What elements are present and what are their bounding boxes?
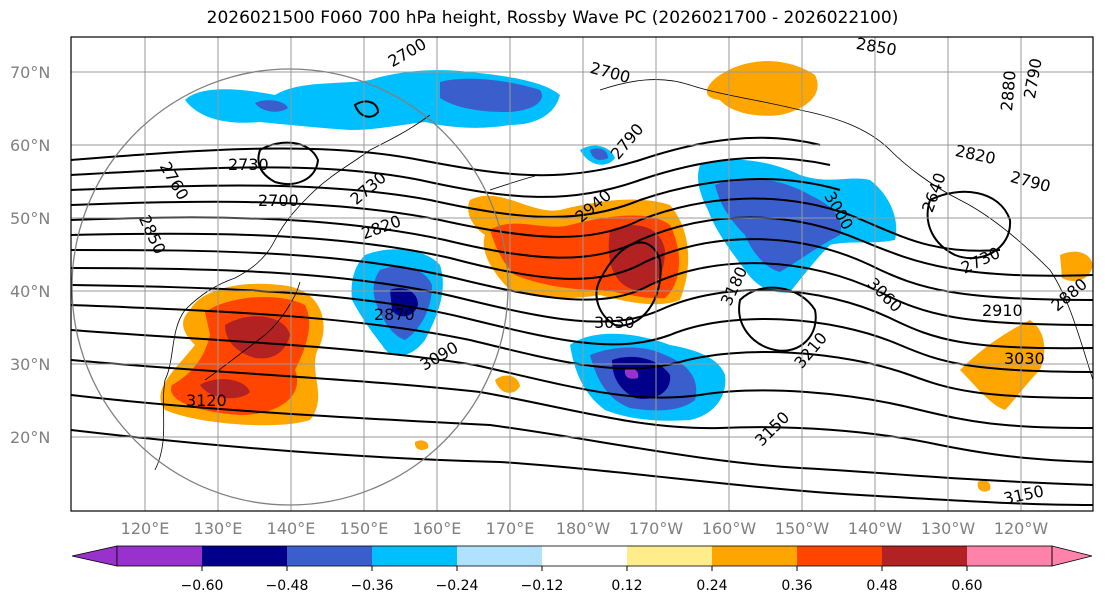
contour-label: 3030 (1004, 349, 1045, 368)
lon-label: 150°E (340, 519, 389, 538)
contour-label: 2790 (1008, 167, 1052, 196)
colorbar-tick: −0.12 (521, 578, 564, 594)
longitude-labels: 120°E 130°E 140°E 150°E 160°E 170°E 180°… (121, 519, 1049, 538)
contour-label: 2790 (607, 120, 648, 163)
colorbar-tick: 0.12 (611, 578, 642, 594)
lon-label: 120°W (994, 519, 1049, 538)
colorbar-tick-labels: −0.60 −0.48 −0.36 −0.24 −0.12 0.12 0.24 … (181, 566, 983, 594)
lon-label: 170°E (486, 519, 535, 538)
contour-label: 2820 (359, 211, 404, 243)
contour-label: 3120 (186, 391, 227, 410)
latitude-labels: 70°N 60°N 50°N 40°N 30°N 20°N (10, 63, 50, 447)
contour-label: 2850 (855, 34, 898, 60)
contour-label: 2640 (918, 170, 950, 215)
contour-label: 3180 (717, 264, 751, 309)
lat-label: 20°N (10, 428, 50, 447)
colorbar-tick: −0.24 (436, 578, 479, 594)
colorbar-cell (457, 546, 542, 566)
contour-label: 2790 (1020, 57, 1046, 100)
colorbar: −0.60 −0.48 −0.36 −0.24 −0.12 0.12 0.24 … (71, 545, 1093, 594)
contour-label: 2700 (588, 58, 632, 87)
contour-label: 2700 (385, 34, 430, 71)
colorbar-cell (542, 546, 627, 566)
colorbar-cell (627, 546, 712, 566)
colorbar-cell (117, 546, 202, 566)
contour-label: 3150 (751, 408, 793, 450)
lat-label: 30°N (10, 355, 50, 374)
lat-label: 70°N (10, 63, 50, 82)
contour-label: 3030 (594, 313, 635, 332)
lon-label: 170°W (629, 519, 684, 538)
colorbar-cell (287, 546, 372, 566)
contour-label: 3090 (417, 338, 462, 375)
lon-label: 140°W (848, 519, 903, 538)
lon-label: 160°W (702, 519, 757, 538)
lat-label: 60°N (10, 136, 50, 155)
lon-label: 140°E (267, 519, 316, 538)
contour-label: 2730 (228, 155, 269, 174)
lon-label: 130°E (194, 519, 243, 538)
lon-label: 120°E (121, 519, 170, 538)
colorbar-cell (372, 546, 457, 566)
colorbar-max-arrow (1051, 545, 1093, 567)
lat-label: 40°N (10, 282, 50, 301)
colorbar-tick: −0.60 (181, 578, 224, 594)
lat-label: 50°N (10, 209, 50, 228)
colorbar-tick: −0.36 (351, 578, 394, 594)
graticule (71, 37, 1093, 511)
lon-label: 130°W (921, 519, 976, 538)
map-title: 2026021500 F060 700 hPa height, Rossby W… (206, 8, 899, 28)
contour-label: 3210 (790, 329, 831, 372)
colorbar-frame (116, 545, 1053, 567)
colorbar-cell (712, 546, 797, 566)
colorbar-cell (797, 546, 882, 566)
map-plot-area: 2700 2700 2850 2730 2760 2850 2700 2820 … (71, 34, 1093, 511)
contour-label: 2700 (258, 191, 299, 210)
contour-label: 2870 (374, 305, 415, 324)
reference-circle (71, 68, 509, 506)
lon-label: 160°E (413, 519, 462, 538)
colorbar-tick: 0.60 (951, 578, 982, 594)
colorbar-tick: 0.24 (696, 578, 727, 594)
lon-label: 150°W (775, 519, 830, 538)
contour-label: 2880 (997, 70, 1019, 112)
colorbar-cell (882, 546, 967, 566)
colorbar-cell (967, 546, 1052, 566)
height-contours (71, 100, 1093, 506)
map-frame (70, 36, 1094, 512)
colorbar-cell (202, 546, 287, 566)
contour-label: 2910 (982, 301, 1023, 320)
contour-label: 2760 (156, 159, 193, 204)
colorbar-tick: −0.48 (266, 578, 309, 594)
lon-label: 180°W (556, 519, 611, 538)
colorbar-min-arrow (71, 545, 118, 567)
colorbar-tick: 0.48 (866, 578, 897, 594)
colorbar-tick: 0.36 (781, 578, 812, 594)
